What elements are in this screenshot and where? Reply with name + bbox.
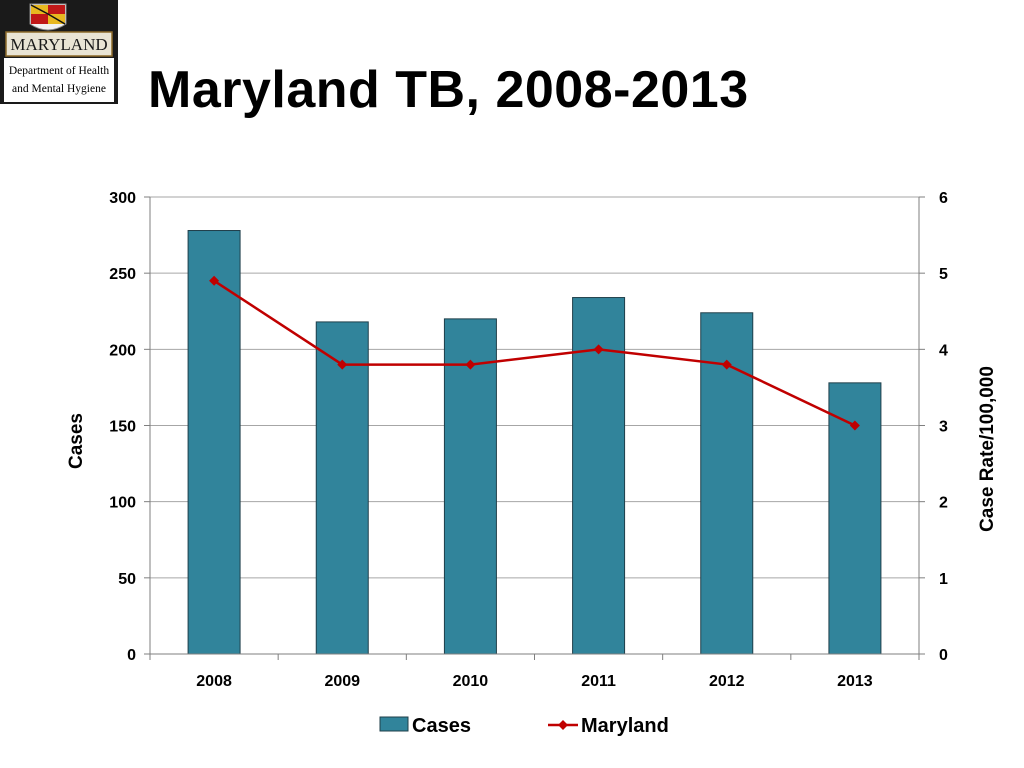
bar-2011	[572, 297, 626, 655]
y-right-tick-label: 4	[939, 342, 948, 359]
legend: Cases Maryland	[379, 715, 669, 737]
legend-label-cases: Cases	[412, 715, 471, 737]
y-tick-label: 150	[109, 419, 136, 436]
maryland-dhmh-logo: MARYLAND Department of Health and Mental…	[0, 0, 118, 104]
legend-swatch-cases	[379, 716, 409, 732]
y-right-tick-label: 1	[939, 571, 948, 588]
bar-2008	[187, 230, 241, 655]
x-tick-label: 2010	[453, 673, 489, 690]
point-2012	[721, 359, 732, 370]
x-tick-label: 2013	[837, 673, 873, 690]
legend-label-maryland: Maryland	[581, 715, 669, 737]
logo-line1: Department of Health	[9, 65, 110, 77]
point-2013	[849, 420, 860, 431]
y-right-tick-label: 5	[939, 266, 948, 283]
y-tick-label: 0	[127, 647, 136, 664]
x-tick-label: 2011	[581, 673, 616, 690]
point-2009	[337, 359, 348, 370]
y-right-tick-label: 3	[939, 419, 948, 436]
line-maryland	[213, 279, 856, 427]
gridlines	[150, 196, 919, 579]
point-2008	[209, 275, 220, 286]
maryland-flag-icon	[29, 3, 67, 31]
tick-labels: 0 50 100 150 200 250 300 0 1 2 3 4 5 6 2008 2009 2010 201…	[109, 190, 948, 690]
point-2010	[465, 359, 476, 370]
axes	[144, 196, 925, 660]
y-tick-label: 250	[109, 266, 136, 283]
y-tick-label: 50	[118, 571, 136, 588]
logo-name: MARYLAND	[10, 35, 107, 54]
y-tick-label: 300	[109, 190, 136, 207]
x-tick-label: 2009	[324, 673, 360, 690]
bars-series	[187, 230, 882, 655]
bar-2009	[315, 321, 369, 655]
y-right-tick-label: 0	[939, 647, 948, 664]
y-right-tick-label: 6	[939, 190, 948, 207]
bar-2012	[700, 312, 754, 655]
y-tick-label: 100	[109, 495, 136, 512]
y-right-tick-label: 2	[939, 495, 948, 512]
y-axis-right-title: Case Rate/100,000	[977, 366, 998, 532]
line-series	[209, 275, 860, 431]
y-axis-title: Cases	[66, 413, 87, 469]
point-2011	[593, 344, 604, 355]
logo-line2: and Mental Hygiene	[12, 83, 106, 95]
legend-marker-maryland	[558, 720, 568, 730]
x-tick-label: 2008	[196, 673, 232, 690]
x-tick-label: 2012	[709, 673, 745, 690]
chart-title: Maryland TB, 2008-2013	[148, 61, 749, 119]
y-tick-label: 200	[109, 342, 136, 359]
